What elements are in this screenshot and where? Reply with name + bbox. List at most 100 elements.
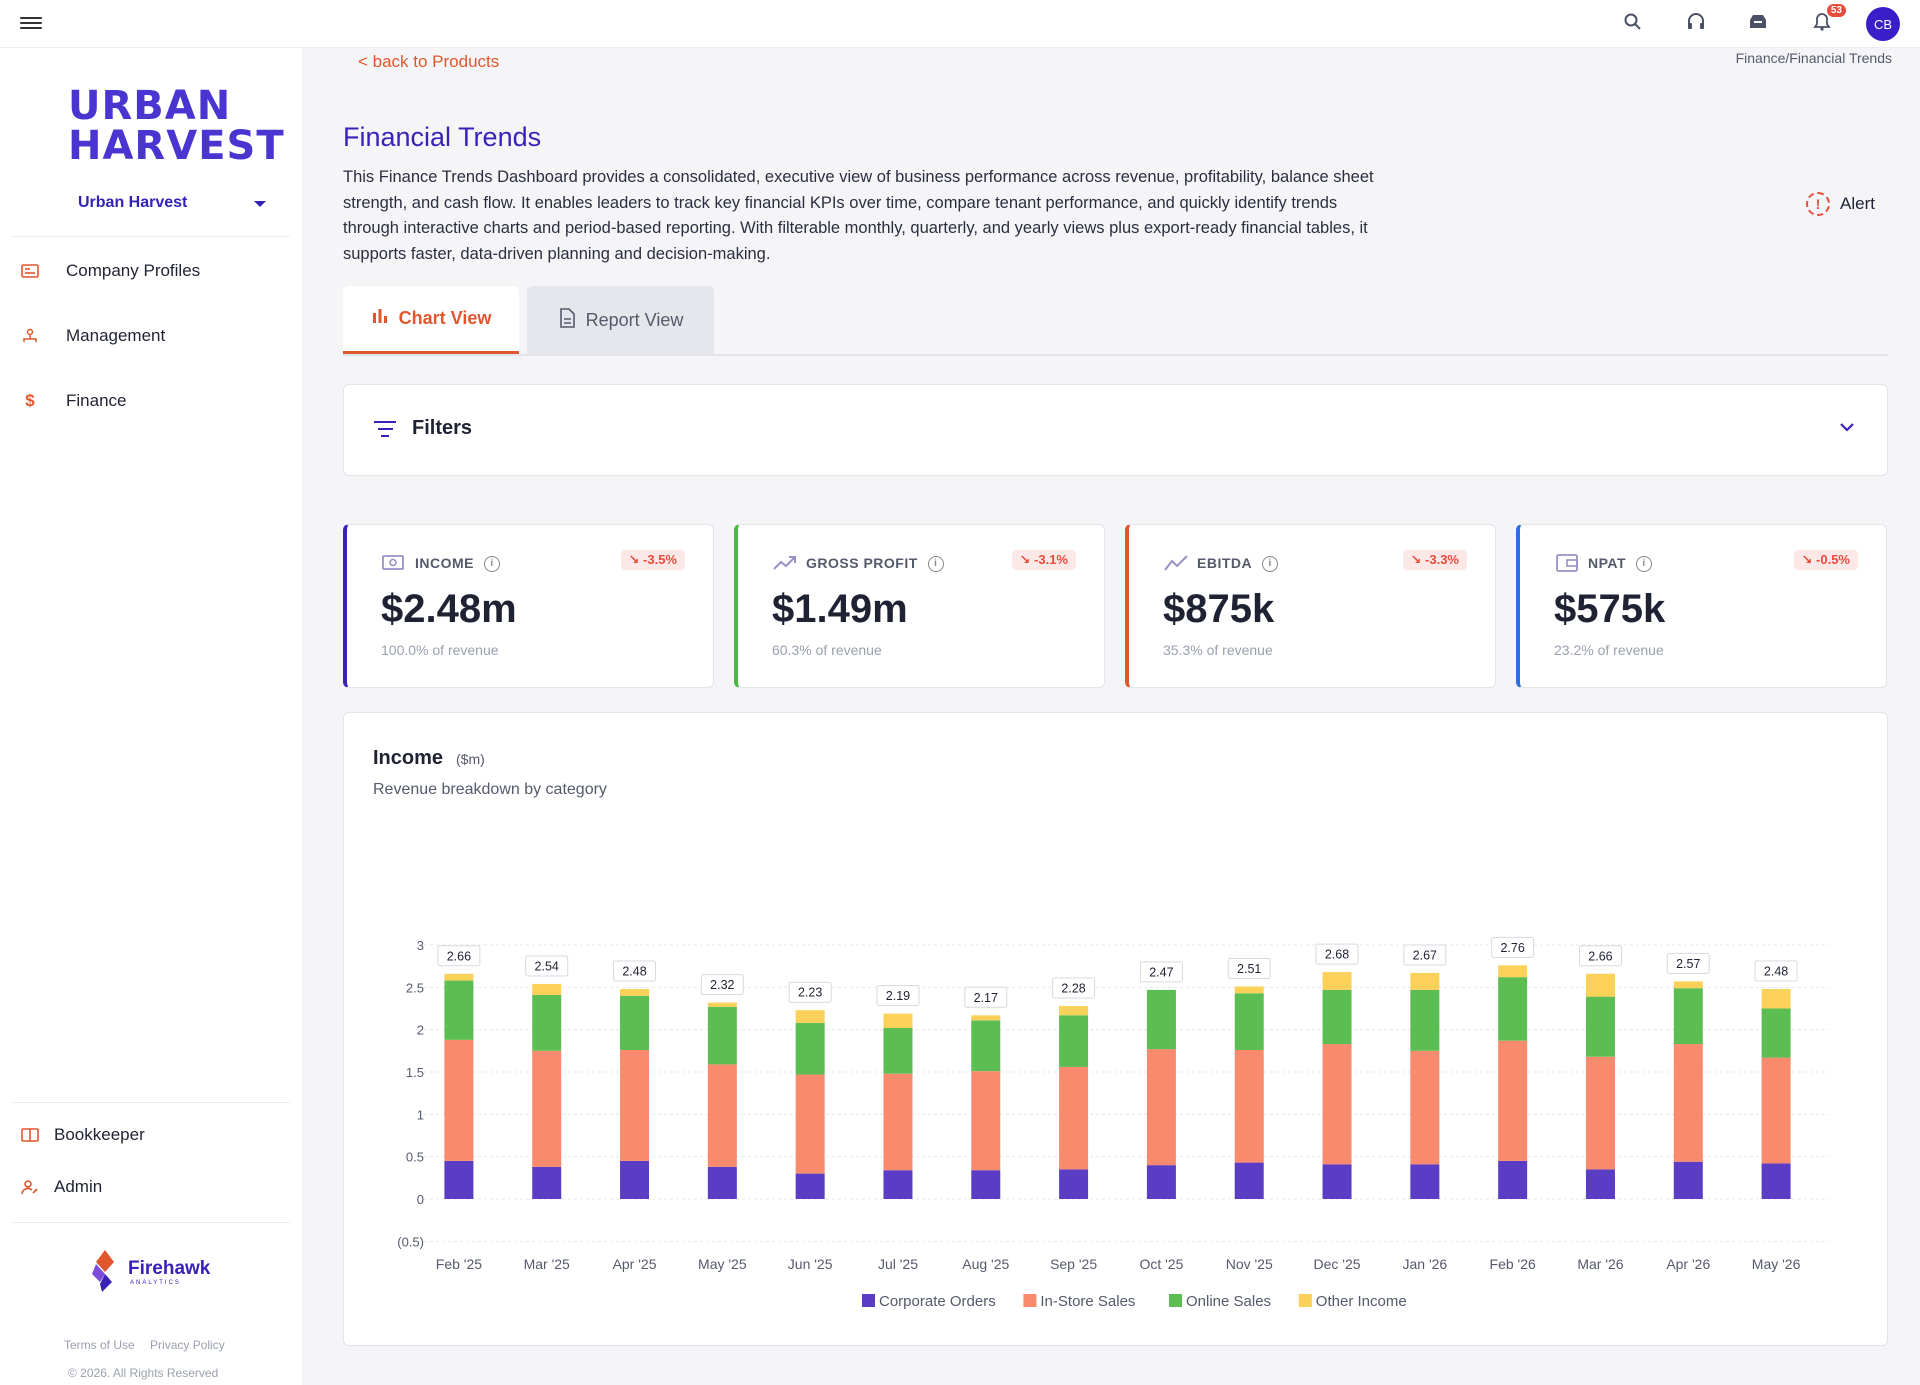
info-icon[interactable]: i [1262, 556, 1279, 573]
menu-icon[interactable] [20, 14, 42, 32]
bar-segment [1498, 965, 1528, 978]
total-label: 2.68 [1325, 948, 1349, 962]
filters-panel[interactable]: Filters [343, 384, 1888, 476]
info-icon[interactable]: i [927, 556, 944, 573]
tab-chart-view[interactable]: Chart View [343, 286, 519, 354]
sidebar-item-company-profiles[interactable]: Company Profiles [20, 256, 290, 286]
bar-segment [444, 973, 474, 981]
x-tick-label: Feb '26 [1490, 1256, 1536, 1272]
kpi-subtext: 100.0% of revenue [381, 642, 499, 658]
total-label: 2.54 [535, 959, 559, 973]
avatar[interactable]: CB [1866, 7, 1900, 41]
filters-label: Filters [412, 417, 473, 439]
sidebar-item-finance[interactable]: $ Finance [20, 386, 290, 416]
total-label: 2.66 [447, 949, 471, 963]
total-label: 2.57 [1676, 957, 1700, 971]
info-icon[interactable]: i [1636, 556, 1653, 573]
kpi-label: EBITDA i [1197, 555, 1279, 573]
dollar-icon: $ [25, 391, 35, 410]
total-label: 2.32 [710, 978, 734, 992]
kpi-delta-badge: ↘ -3.1% [1011, 550, 1076, 570]
tab-report-view[interactable]: Report View [527, 286, 714, 354]
kpi-delta-badge: ↘ -3.5% [620, 550, 685, 570]
bar-segment [1585, 1169, 1615, 1199]
total-label-box [1227, 957, 1271, 979]
x-tick-label: Nov '25 [1226, 1256, 1273, 1272]
sidebar-item-label: Management [66, 326, 166, 345]
y-tick-label: 0.5 [406, 1150, 424, 1165]
bar-segment [1673, 988, 1703, 1045]
kpi-card-npat: NPAT i ↘ -0.5% $575k 23.2% of revenue [1516, 524, 1887, 688]
bar-segment [883, 1027, 913, 1074]
x-tick-label: Mar '25 [524, 1256, 570, 1272]
income-chart-card: Income ($m) Revenue breakdown by categor… [343, 712, 1888, 1346]
total-label: 2.28 [1061, 981, 1085, 995]
user-edit-icon [20, 1177, 40, 1197]
bar-segment [1322, 1164, 1352, 1199]
total-label: 2.67 [1413, 948, 1437, 962]
kpi-label: INCOME i [415, 555, 500, 573]
logo-line2: HARVEST [68, 123, 285, 169]
bar-chart-icon [371, 307, 389, 330]
total-label-box [1403, 944, 1447, 966]
kpi-delta-badge: ↘ -0.5% [1793, 550, 1858, 570]
legend-swatch [862, 1294, 875, 1307]
book-icon [20, 1125, 40, 1145]
total-label-box [1754, 960, 1798, 982]
bar-segment [1761, 1057, 1791, 1164]
alert-label: Alert [1840, 194, 1875, 213]
breadcrumb: Finance/Financial Trends [1735, 50, 1892, 66]
bar-segment [1146, 989, 1176, 1050]
sidebar-item-management[interactable]: Management [20, 321, 290, 351]
privacy-link[interactable]: Privacy Policy [150, 1338, 225, 1352]
sidebar-item-label: Company Profiles [66, 261, 201, 280]
bar-segment [971, 1170, 1001, 1199]
legend-label: In-Store Sales [1040, 1293, 1135, 1310]
search-icon[interactable] [1623, 12, 1647, 36]
bar-segment [1761, 989, 1791, 1009]
y-tick-label: 1 [417, 1107, 424, 1122]
bar-segment [1059, 1066, 1089, 1170]
bar-segment [1498, 1040, 1528, 1161]
bar-segment [1761, 1008, 1791, 1058]
bar-segment [1410, 1050, 1440, 1165]
divider [10, 1102, 290, 1103]
flame-icon [92, 1250, 114, 1292]
terms-link[interactable]: Terms of Use [64, 1338, 135, 1352]
bar-segment [1146, 1049, 1176, 1166]
kpi-value: $575k [1554, 587, 1666, 631]
bar-segment [1146, 1165, 1176, 1199]
headset-icon[interactable] [1686, 12, 1710, 36]
kpi-card-income: INCOME i ↘ -3.5% $2.48m 100.0% of revenue [343, 524, 714, 688]
alert-button[interactable]: ! Alert [1806, 192, 1875, 216]
bar-segment [1234, 1049, 1264, 1163]
chart-subtitle: Revenue breakdown by category [373, 781, 607, 798]
sidebar-item-label: Finance [66, 391, 127, 410]
back-link[interactable]: < back to Products [358, 52, 500, 71]
x-tick-label: Feb '25 [436, 1256, 482, 1272]
total-label-box [1578, 945, 1622, 967]
kpi-card-ebitda: EBITDA i ↘ -3.3% $875k 35.3% of revenue [1125, 524, 1496, 688]
caret-down-icon [254, 201, 266, 207]
y-tick-label: 2 [417, 1023, 424, 1038]
divider [10, 236, 290, 237]
legend-swatch [1169, 1294, 1182, 1307]
total-label-box [788, 981, 832, 1003]
inbox-icon[interactable] [1748, 12, 1772, 36]
sidebar-item-bookkeeper[interactable]: Bookkeeper [20, 1120, 290, 1150]
kpi-value: $875k [1163, 587, 1275, 631]
top-bar: 53 CB [0, 0, 1920, 48]
total-label-box [1666, 952, 1710, 974]
tenant-select[interactable]: Urban Harvest [78, 194, 268, 212]
bell-icon[interactable]: 53 [1812, 4, 1846, 36]
kpi-subtext: 35.3% of revenue [1163, 642, 1273, 658]
tab-label: Report View [585, 309, 684, 330]
bar-segment [1410, 1164, 1440, 1199]
bar-segment [883, 1013, 913, 1028]
bar-segment [444, 980, 474, 1040]
bar-segment [795, 1074, 825, 1174]
sidebar-item-admin[interactable]: Admin [20, 1172, 290, 1202]
bar-segment [1498, 1160, 1528, 1199]
info-icon[interactable]: i [484, 556, 500, 573]
bar-segment [1059, 1005, 1089, 1016]
